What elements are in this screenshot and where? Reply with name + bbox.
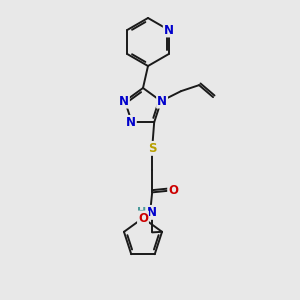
Text: S: S: [148, 142, 156, 155]
Text: N: N: [126, 116, 136, 129]
Text: N: N: [157, 94, 167, 108]
Text: H: H: [136, 207, 146, 218]
Text: N: N: [164, 23, 174, 37]
Text: O: O: [138, 212, 148, 224]
Text: N: N: [119, 94, 129, 108]
Text: O: O: [168, 184, 178, 197]
Text: N: N: [147, 206, 157, 219]
